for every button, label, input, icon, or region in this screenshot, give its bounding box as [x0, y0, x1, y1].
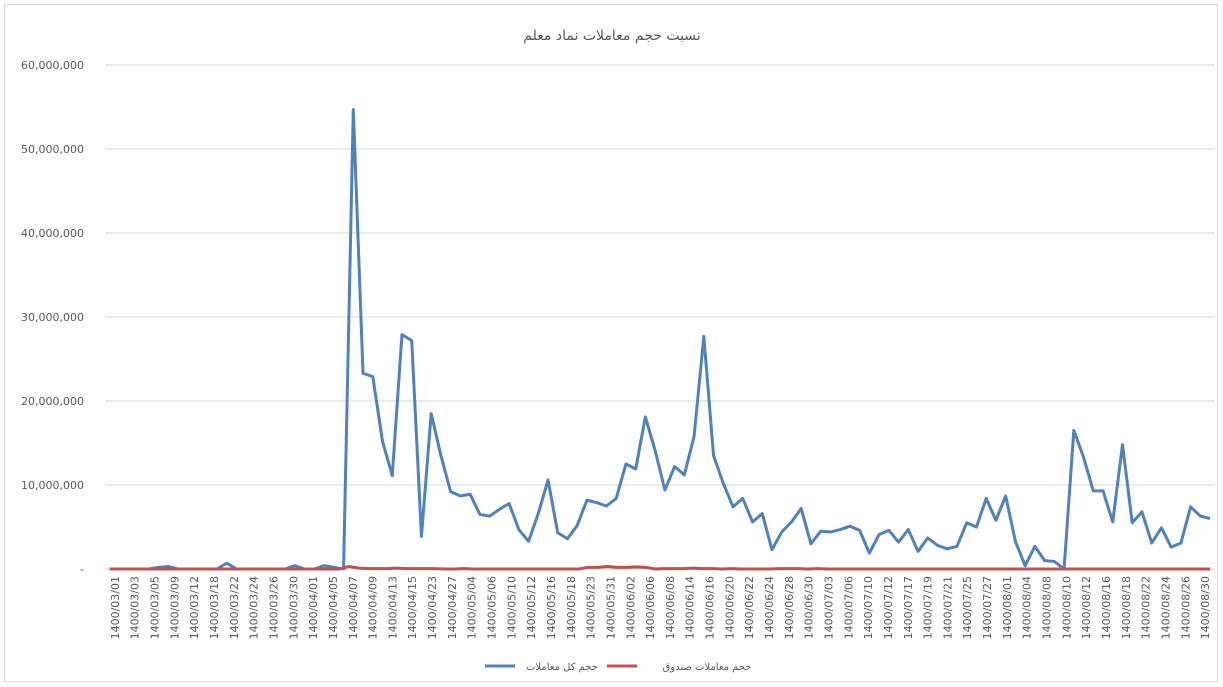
x-tick-label: 1400/05/18 [565, 576, 578, 639]
x-tick-label: 1400/06/20 [723, 576, 736, 639]
x-tick-label: 1400/06/08 [664, 576, 677, 639]
x-tick-label: 1400/08/04 [1021, 576, 1034, 639]
x-tick-label: 1400/05/23 [585, 576, 598, 639]
x-tick-label: 1400/07/10 [862, 576, 875, 639]
x-tick-label: 1400/04/13 [386, 576, 399, 639]
x-tick-label: 1400/03/09 [168, 576, 181, 639]
y-tick-label: 40,000,000 [21, 227, 84, 240]
x-tick-label: 1400/05/04 [466, 576, 479, 639]
x-tick-label: 1400/08/01 [1001, 576, 1014, 639]
y-tick-label: 50,000,000 [21, 143, 84, 156]
y-tick-label: - [80, 563, 84, 576]
x-tick-label: 1400/07/06 [842, 576, 855, 639]
chart-title: نسبت حجم معاملات نماد معلم [523, 28, 700, 44]
x-tick-label: 1400/06/30 [803, 576, 816, 639]
x-tick-label: 1400/06/28 [783, 576, 796, 639]
x-tick-label: 1400/03/24 [248, 576, 261, 639]
legend-label-fund-volume: حجم معاملات صندوق [663, 662, 752, 673]
y-axis-tick-labels: - 10,000,000 20,000,000 30,000,000 40,000,00… [21, 59, 84, 576]
y-tick-label: 30,000,000 [21, 311, 84, 324]
legend-label-total-volume: حجم کل معاملات [526, 662, 598, 673]
x-tick-label: 1400/03/22 [228, 576, 241, 639]
x-tick-label: 1400/03/05 [149, 576, 162, 639]
x-tick-label: 1400/08/16 [1100, 576, 1113, 639]
x-tick-label: 1400/03/12 [188, 576, 201, 639]
series-line-fund-volume [109, 564, 1211, 571]
x-tick-label: 1400/04/23 [426, 576, 439, 639]
x-tick-label: 1400/05/16 [545, 576, 558, 639]
x-tick-label: 1400/04/27 [446, 576, 459, 639]
x-tick-label: 1400/08/18 [1120, 576, 1133, 639]
legend: حجم معاملات صندوق حجم کل معاملات [485, 662, 751, 673]
y-tick-label: 10,000,000 [21, 479, 84, 492]
x-tick-label: 1400/04/07 [347, 576, 360, 639]
x-tick-label: 1400/08/12 [1080, 576, 1093, 639]
x-tick-label: 1400/05/10 [505, 576, 518, 639]
x-tick-label: 1400/08/08 [1041, 576, 1054, 639]
x-tick-label: 1400/05/12 [525, 576, 538, 639]
x-tick-label: 1400/08/24 [1159, 576, 1172, 639]
x-tick-label: 1400/05/06 [486, 576, 499, 639]
x-tick-label: 1400/04/15 [406, 576, 419, 639]
x-tick-label: 1400/04/09 [367, 576, 380, 639]
x-tick-label: 1400/03/01 [109, 576, 122, 639]
x-tick-label: 1400/07/03 [822, 576, 835, 639]
x-tick-label: 1400/07/25 [961, 576, 974, 639]
x-tick-label: 1400/08/22 [1140, 576, 1153, 639]
x-axis-tick-labels: 1400/03/01 1400/03/03 1400/03/05 1400/03/09… [109, 576, 1212, 639]
x-tick-label: 1400/07/19 [922, 576, 935, 639]
x-tick-label: 1400/03/18 [208, 576, 221, 639]
x-tick-label: 1400/07/12 [882, 576, 895, 639]
x-tick-label: 1400/03/30 [287, 576, 300, 639]
x-tick-label: 1400/08/30 [1199, 576, 1212, 639]
x-tick-label: 1400/03/03 [129, 576, 142, 639]
y-tick-label: 20,000,000 [21, 395, 84, 408]
x-tick-label: 1400/06/24 [763, 576, 776, 639]
y-tick-label: 60,000,000 [21, 59, 84, 72]
x-tick-label: 1400/06/14 [684, 576, 697, 639]
x-tick-label: 1400/06/16 [704, 576, 717, 639]
x-tick-label: 1400/07/27 [981, 576, 994, 639]
x-tick-label: 1400/04/01 [307, 576, 320, 639]
x-tick-label: 1400/08/10 [1060, 576, 1073, 639]
x-tick-label: 1400/08/26 [1179, 576, 1192, 639]
series-lines [109, 108, 1211, 571]
x-tick-label: 1400/06/06 [644, 576, 657, 639]
x-tick-label: 1400/03/26 [267, 576, 280, 639]
x-tick-label: 1400/07/21 [941, 576, 954, 639]
series-line-total-volume [109, 108, 1211, 571]
x-tick-label: 1400/07/17 [902, 576, 915, 639]
x-tick-label: 1400/05/31 [604, 576, 617, 639]
x-tick-label: 1400/04/05 [327, 576, 340, 639]
x-tick-label: 1400/06/22 [743, 576, 756, 639]
x-tick-label: 1400/06/02 [624, 576, 637, 639]
gridlines [105, 64, 1215, 570]
